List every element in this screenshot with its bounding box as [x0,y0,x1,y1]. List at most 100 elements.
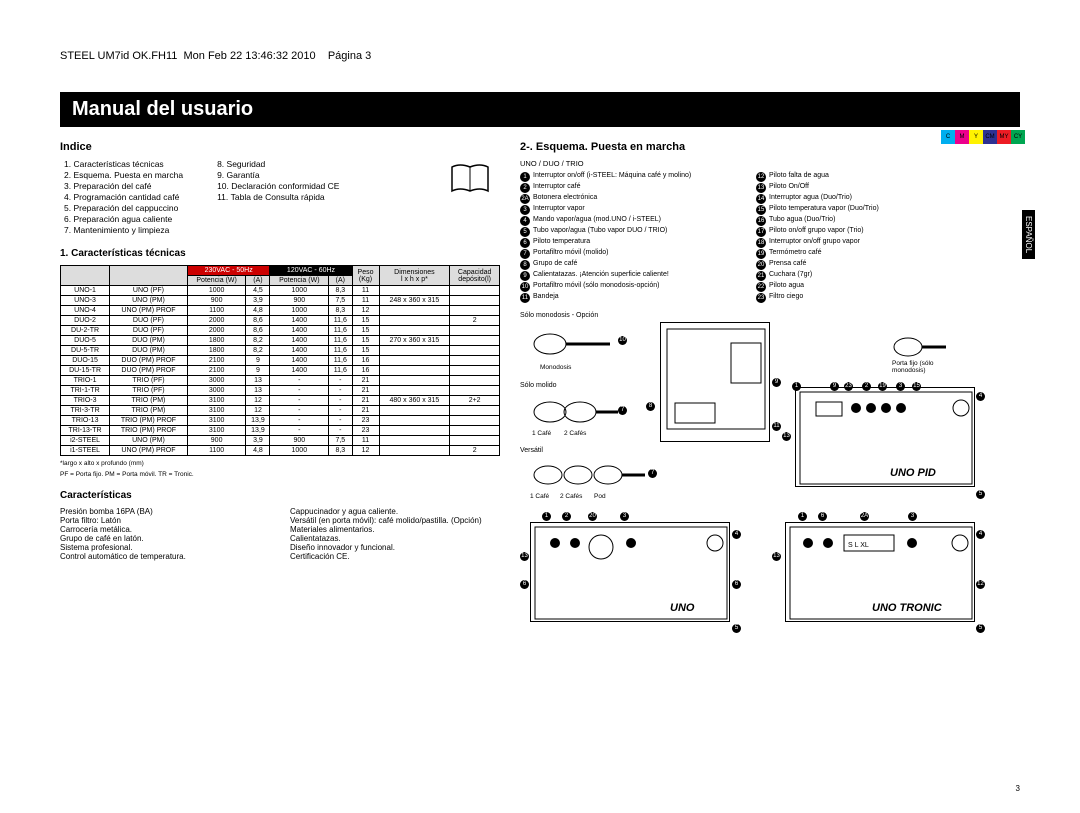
indice-item: Preparación del café [64,181,183,191]
legend-item: 9Calientatazas. ¡Atención superficie cal… [520,271,744,281]
indice-item: Tabla de Consulta rápida [217,192,339,202]
legend-item: 3Interruptor vapor [520,205,744,215]
legend-item: 2ABotonera electrónica [520,194,744,204]
portafilter-versatil-icon [530,457,650,493]
callout-tr-5: 5 [976,624,985,633]
legend-item: 11Bandeja [520,293,744,303]
legend-item: 8Grupo de café [520,260,744,270]
callout-uno-4: 4 [732,530,741,539]
callout-tr-6: 6 [818,512,827,521]
indice-heading: Indice [60,141,500,153]
caption-monodosis-small: Monodosis [540,364,571,371]
callout-10: 10 [618,336,627,345]
legend-item: 13Piloto On/Off [756,183,980,193]
callout-uno-20: 20 [588,512,597,521]
legend-item: 17Piloto on/off grupo vapor (Trio) [756,227,980,237]
table-footnote2: PF = Porta fijo. PM = Porta móvil. TR = … [60,471,500,478]
callout-uno-6a: 6 [520,580,529,589]
legend-item: 15Piloto temperatura vapor (Duo/Trio) [756,205,980,215]
legend-item: 4Mando vapor/agua (mod.UNO / i-STEEL) [520,216,744,226]
callout-9: 9 [772,378,781,387]
callout-pid-23: 23 [844,382,853,391]
indice-list: Características técnicasEsquema. Puesta … [60,159,450,236]
pdf-header-info: STEEL UM7id OK.FH11 Mon Feb 22 13:46:32 … [60,50,1020,62]
indice-item: Esquema. Puesta en marcha [64,170,183,180]
caption-monodosis: Sólo monodosis - Opción [520,312,598,319]
legend-item: 1Interruptor on/off (i-STEEL: Máquina ca… [520,172,744,182]
machine-outline [660,322,770,442]
callout-tr-3: 3 [908,512,917,521]
legend-item: 10Portafiltro móvil (sólo monodosis-opci… [520,282,744,292]
callout-pid-2: 2 [862,382,871,391]
legend-item: 14Interruptor agua (Duo/Trio) [756,194,980,204]
legend-item: 21Cuchara (7gr) [756,271,980,281]
section2-heading: 2-. Esquema. Puesta en marcha [520,141,980,153]
diagram-area: Sólo monodosis - Opción 10 Monodosis Sól… [520,312,980,632]
callout-tr-4: 4 [976,530,985,539]
legend-item: 5Tubo vapor/agua (Tubo vapor DUO / TRIO) [520,227,744,237]
indice-item: Declaración conformidad CE [217,181,339,191]
legend-item: 19Termómetro café [756,249,980,259]
legend-item: 22Piloto agua [756,282,980,292]
callout-pid-19: 19 [878,382,887,391]
callout-11: 11 [772,422,781,431]
caption-1cafe-b: 1 Café [530,493,549,500]
callout-pid-4: 4 [976,392,985,401]
callout-pid-5: 5 [976,490,985,499]
porta-fijo-icon [890,332,950,362]
section2-subhead: UNO / DUO / TRIO [520,159,980,168]
indice-item: Preparación del cappuccino [64,203,183,213]
uno-pid-label: UNO PID [890,467,936,479]
section1-heading: 1. Características técnicas [60,248,500,259]
caption-2cafes-a: 2 Cafés [564,430,586,437]
callout-pid-15: 15 [912,382,921,391]
indice-item: Mantenimiento y limpieza [64,225,183,235]
caption-1cafe-a: 1 Café [532,430,551,437]
callout-7a: 7 [618,406,627,415]
indice-item: Características técnicas [64,159,183,169]
parts-legend: 1Interruptor on/off (i-STEEL: Máquina ca… [520,172,980,304]
callout-7b: 7 [648,469,657,478]
legend-item: 7Portafiltro móvil (molido) [520,249,744,259]
callout-tr-13: 13 [772,552,781,561]
svg-text:S L XL: S L XL [848,542,869,549]
indice-item: Seguridad [217,159,339,169]
manual-title-bar: Manual del usuario [60,92,1020,127]
legend-item: 2Interruptor café [520,183,744,193]
legend-item: 6Piloto temperatura [520,238,744,248]
callout-tr-12: 12 [976,580,985,589]
callout-tr-2a: 2A [860,512,869,521]
legend-item: 18Interruptor on/off grupo vapor [756,238,980,248]
charac-col2: Cappucinador y agua caliente.Versátil (e… [290,507,500,561]
caption-2cafes-b: 2 Cafés [560,493,582,500]
indice-item: Garantía [217,170,339,180]
callout-tr-1: 1 [798,512,807,521]
callout-8: 8 [646,402,655,411]
callout-pid-1: 1 [792,382,801,391]
brand-logo: ascaso [931,94,1000,120]
uno-tronic-label: UNO TRONIC [872,602,942,614]
legend-item: 23Filtro ciego [756,293,980,303]
legend-item: 16Tubo agua (Duo/Trio) [756,216,980,226]
indice-item: Programación cantidad café [64,192,183,202]
caption-pod: Pod [594,493,606,500]
callout-uno-5: 5 [732,624,741,633]
legend-item: 20Prensa café [756,260,980,270]
charac-col1: Presión bomba 16PA (BA)Porta filtro: Lat… [60,507,270,561]
book-icon [450,163,490,197]
callout-uno-2: 2 [562,512,571,521]
manual-title: Manual del usuario [72,98,253,120]
callout-uno-6b: 6 [732,580,741,589]
caption-versatil: Versátil [520,447,543,454]
callout-pid-3: 3 [896,382,905,391]
uno-pid-panel [795,387,975,487]
specs-table: 230VAC - 50Hz120VAC - 60HzPeso(Kg)Dimens… [60,265,500,456]
table-footnote1: *largo x alto x profundo (mm) [60,460,500,467]
language-tab: ESPAÑOL [1022,210,1035,259]
caption-molido: Sólo molido [520,382,557,389]
callout-pid-13: 13 [782,432,791,441]
portafilter-molido-icon [530,394,620,430]
caracteristicas-body: Presión bomba 16PA (BA)Porta filtro: Lat… [60,507,500,561]
page-number: 3 [1016,784,1020,793]
uno-panel [530,522,730,622]
